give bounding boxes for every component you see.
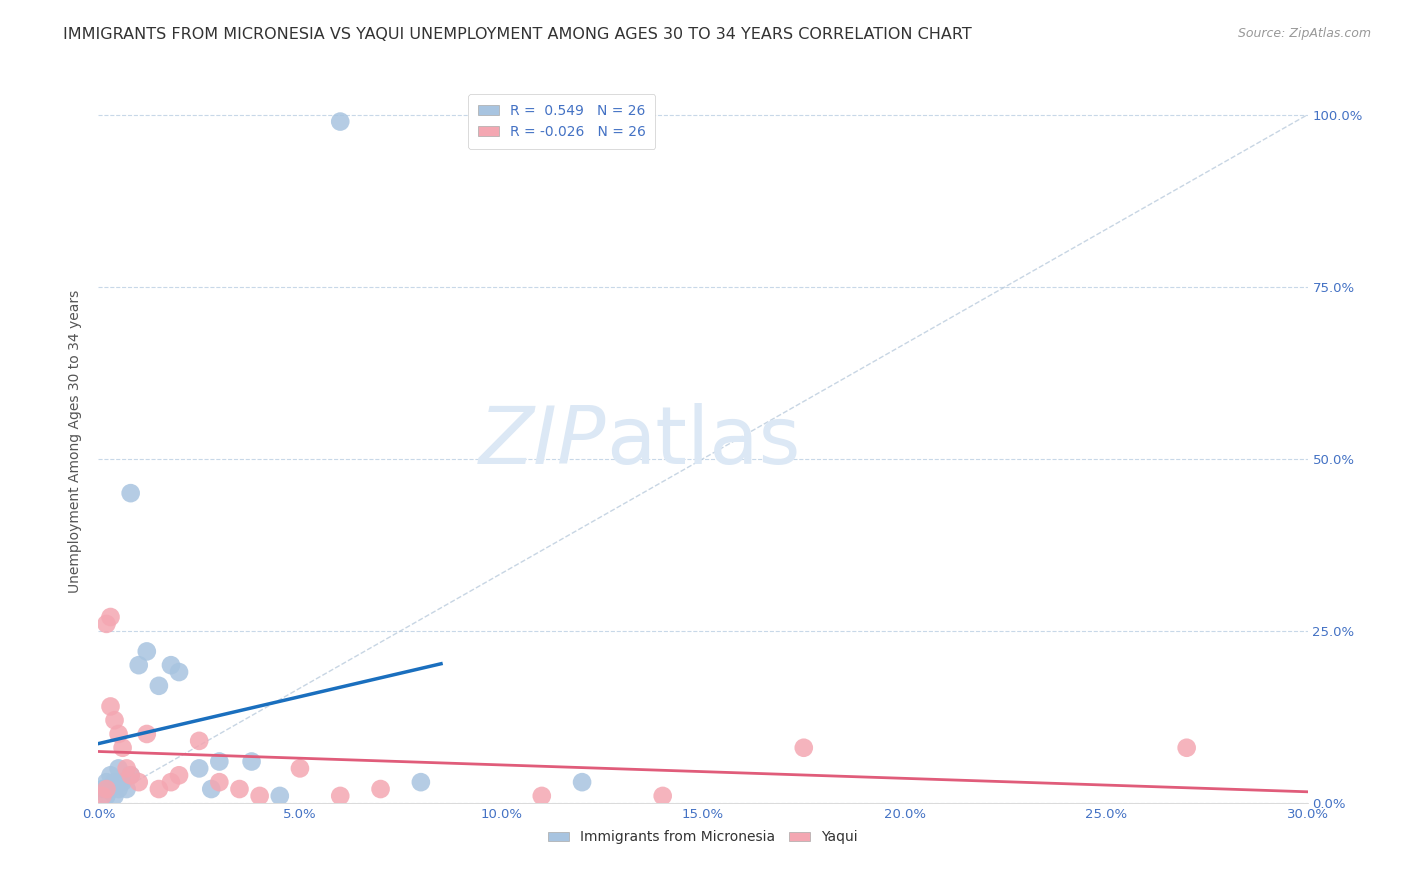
Point — [120, 486, 142, 500]
Point — [103, 789, 125, 803]
Point — [103, 775, 125, 789]
Text: ZIP: ZIP — [479, 402, 606, 481]
Point — [107, 761, 129, 775]
Y-axis label: Unemployment Among Ages 30 to 34 years: Unemployment Among Ages 30 to 34 years — [69, 290, 83, 593]
Text: atlas: atlas — [606, 402, 800, 481]
Point — [100, 782, 122, 797]
Point — [200, 782, 222, 797]
Text: IMMIGRANTS FROM MICRONESIA VS YAQUI UNEMPLOYMENT AMONG AGES 30 TO 34 YEARS CORRE: IMMIGRANTS FROM MICRONESIA VS YAQUI UNEM… — [63, 27, 972, 42]
Point — [135, 727, 157, 741]
Point — [288, 761, 311, 775]
Point — [115, 782, 138, 797]
Point — [188, 734, 211, 748]
Point — [96, 775, 118, 789]
Point — [269, 789, 291, 803]
Point — [167, 665, 190, 679]
Point — [100, 610, 122, 624]
Point — [148, 782, 170, 797]
Point — [228, 782, 250, 797]
Point — [107, 727, 129, 741]
Point — [793, 740, 815, 755]
Point — [96, 616, 118, 631]
Point — [208, 755, 231, 769]
Point — [249, 789, 271, 803]
Point — [370, 782, 392, 797]
Point — [100, 768, 122, 782]
Point — [329, 114, 352, 128]
Point — [571, 775, 593, 789]
Point — [1175, 740, 1198, 755]
Point — [208, 775, 231, 789]
Point — [128, 775, 150, 789]
Point — [96, 782, 118, 797]
Point — [115, 761, 138, 775]
Point — [329, 789, 352, 803]
Point — [107, 782, 129, 797]
Point — [120, 768, 142, 782]
Text: Source: ZipAtlas.com: Source: ZipAtlas.com — [1237, 27, 1371, 40]
Point — [651, 789, 673, 803]
Legend: Immigrants from Micronesia, Yaqui: Immigrants from Micronesia, Yaqui — [543, 825, 863, 850]
Point — [148, 679, 170, 693]
Point — [91, 782, 114, 797]
Point — [111, 740, 134, 755]
Point — [160, 775, 183, 789]
Point — [120, 768, 142, 782]
Point — [409, 775, 432, 789]
Point — [111, 775, 134, 789]
Point — [167, 768, 190, 782]
Point — [103, 713, 125, 727]
Point — [188, 761, 211, 775]
Point — [128, 658, 150, 673]
Point — [91, 789, 114, 803]
Point — [100, 699, 122, 714]
Point — [530, 789, 553, 803]
Point — [240, 755, 263, 769]
Point — [135, 644, 157, 658]
Point — [160, 658, 183, 673]
Point — [96, 789, 118, 803]
